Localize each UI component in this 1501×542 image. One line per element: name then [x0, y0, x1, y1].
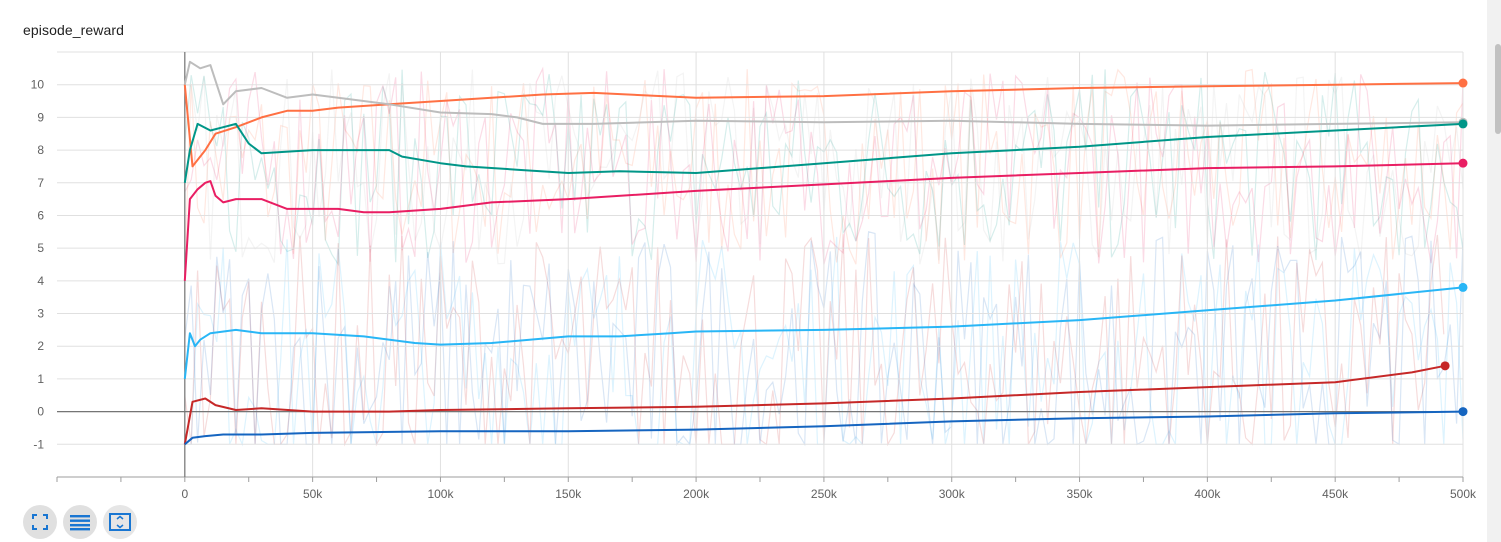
x-tick-label: 500k — [1450, 487, 1477, 500]
x-tick-label: 200k — [683, 487, 710, 500]
series-endpoint — [1458, 407, 1468, 417]
chart-title: episode_reward — [23, 22, 125, 38]
x-tick-label: 450k — [1322, 487, 1349, 500]
series-line — [183, 60, 1464, 127]
series-line — [183, 82, 1464, 168]
y-tick-label: 0 — [37, 405, 44, 419]
fullscreen-button[interactable] — [23, 505, 57, 539]
x-tick-label: 0 — [181, 487, 188, 500]
series-line — [183, 364, 1446, 445]
series-line — [183, 122, 1464, 183]
series-endpoint — [1458, 78, 1468, 88]
y-tick-label: 10 — [31, 78, 45, 92]
y-tick-label: 3 — [37, 307, 44, 321]
x-tick-label: 150k — [555, 487, 582, 500]
y-tick-label: 7 — [37, 176, 44, 190]
chart-series — [183, 60, 1468, 446]
chart-axes — [56, 52, 1464, 482]
line-chart: -1 0 1 2 3 4 5 6 7 8 9 10 0 50k 100k 150k 200k 250k 300k 35… — [31, 51, 1477, 500]
chart-toolbar — [23, 505, 137, 539]
series-endpoint — [1458, 282, 1468, 292]
series-line — [183, 162, 1464, 281]
y-tick-label: 9 — [37, 110, 44, 124]
toggle-log-button[interactable] — [63, 505, 97, 539]
series-line — [183, 286, 1464, 380]
series-line — [184, 410, 1464, 446]
fit-domain-button[interactable] — [103, 505, 137, 539]
fit-domain-icon — [109, 513, 131, 531]
series-endpoint — [1458, 158, 1468, 168]
y-tick-label: 6 — [37, 208, 44, 222]
x-tick-label: 300k — [939, 487, 966, 500]
y-tick-label: 1 — [37, 372, 44, 386]
x-tick-label: 100k — [427, 487, 454, 500]
y-tick-label: 8 — [37, 143, 44, 157]
x-tick-label: 250k — [811, 487, 838, 500]
expand-icon — [32, 514, 48, 530]
x-tick-label: 350k — [1067, 487, 1094, 500]
x-tick-label: 400k — [1194, 487, 1221, 500]
tick-labels: -1 0 1 2 3 4 5 6 7 8 9 10 0 50k 100k 150k 200k 250k 300k 35… — [31, 78, 1477, 500]
scrollbar-thumb[interactable] — [1495, 44, 1501, 134]
y-tick-label: 5 — [37, 241, 44, 255]
series-endpoint — [1440, 361, 1450, 371]
y-tick-label: 2 — [37, 339, 44, 353]
y-tick-label: 4 — [37, 274, 44, 288]
lines-icon — [70, 515, 90, 531]
x-tick-label: 50k — [303, 487, 323, 500]
series-endpoint — [1458, 119, 1468, 129]
page-scrollbar[interactable] — [1487, 0, 1501, 542]
y-tick-label: -1 — [33, 437, 44, 451]
